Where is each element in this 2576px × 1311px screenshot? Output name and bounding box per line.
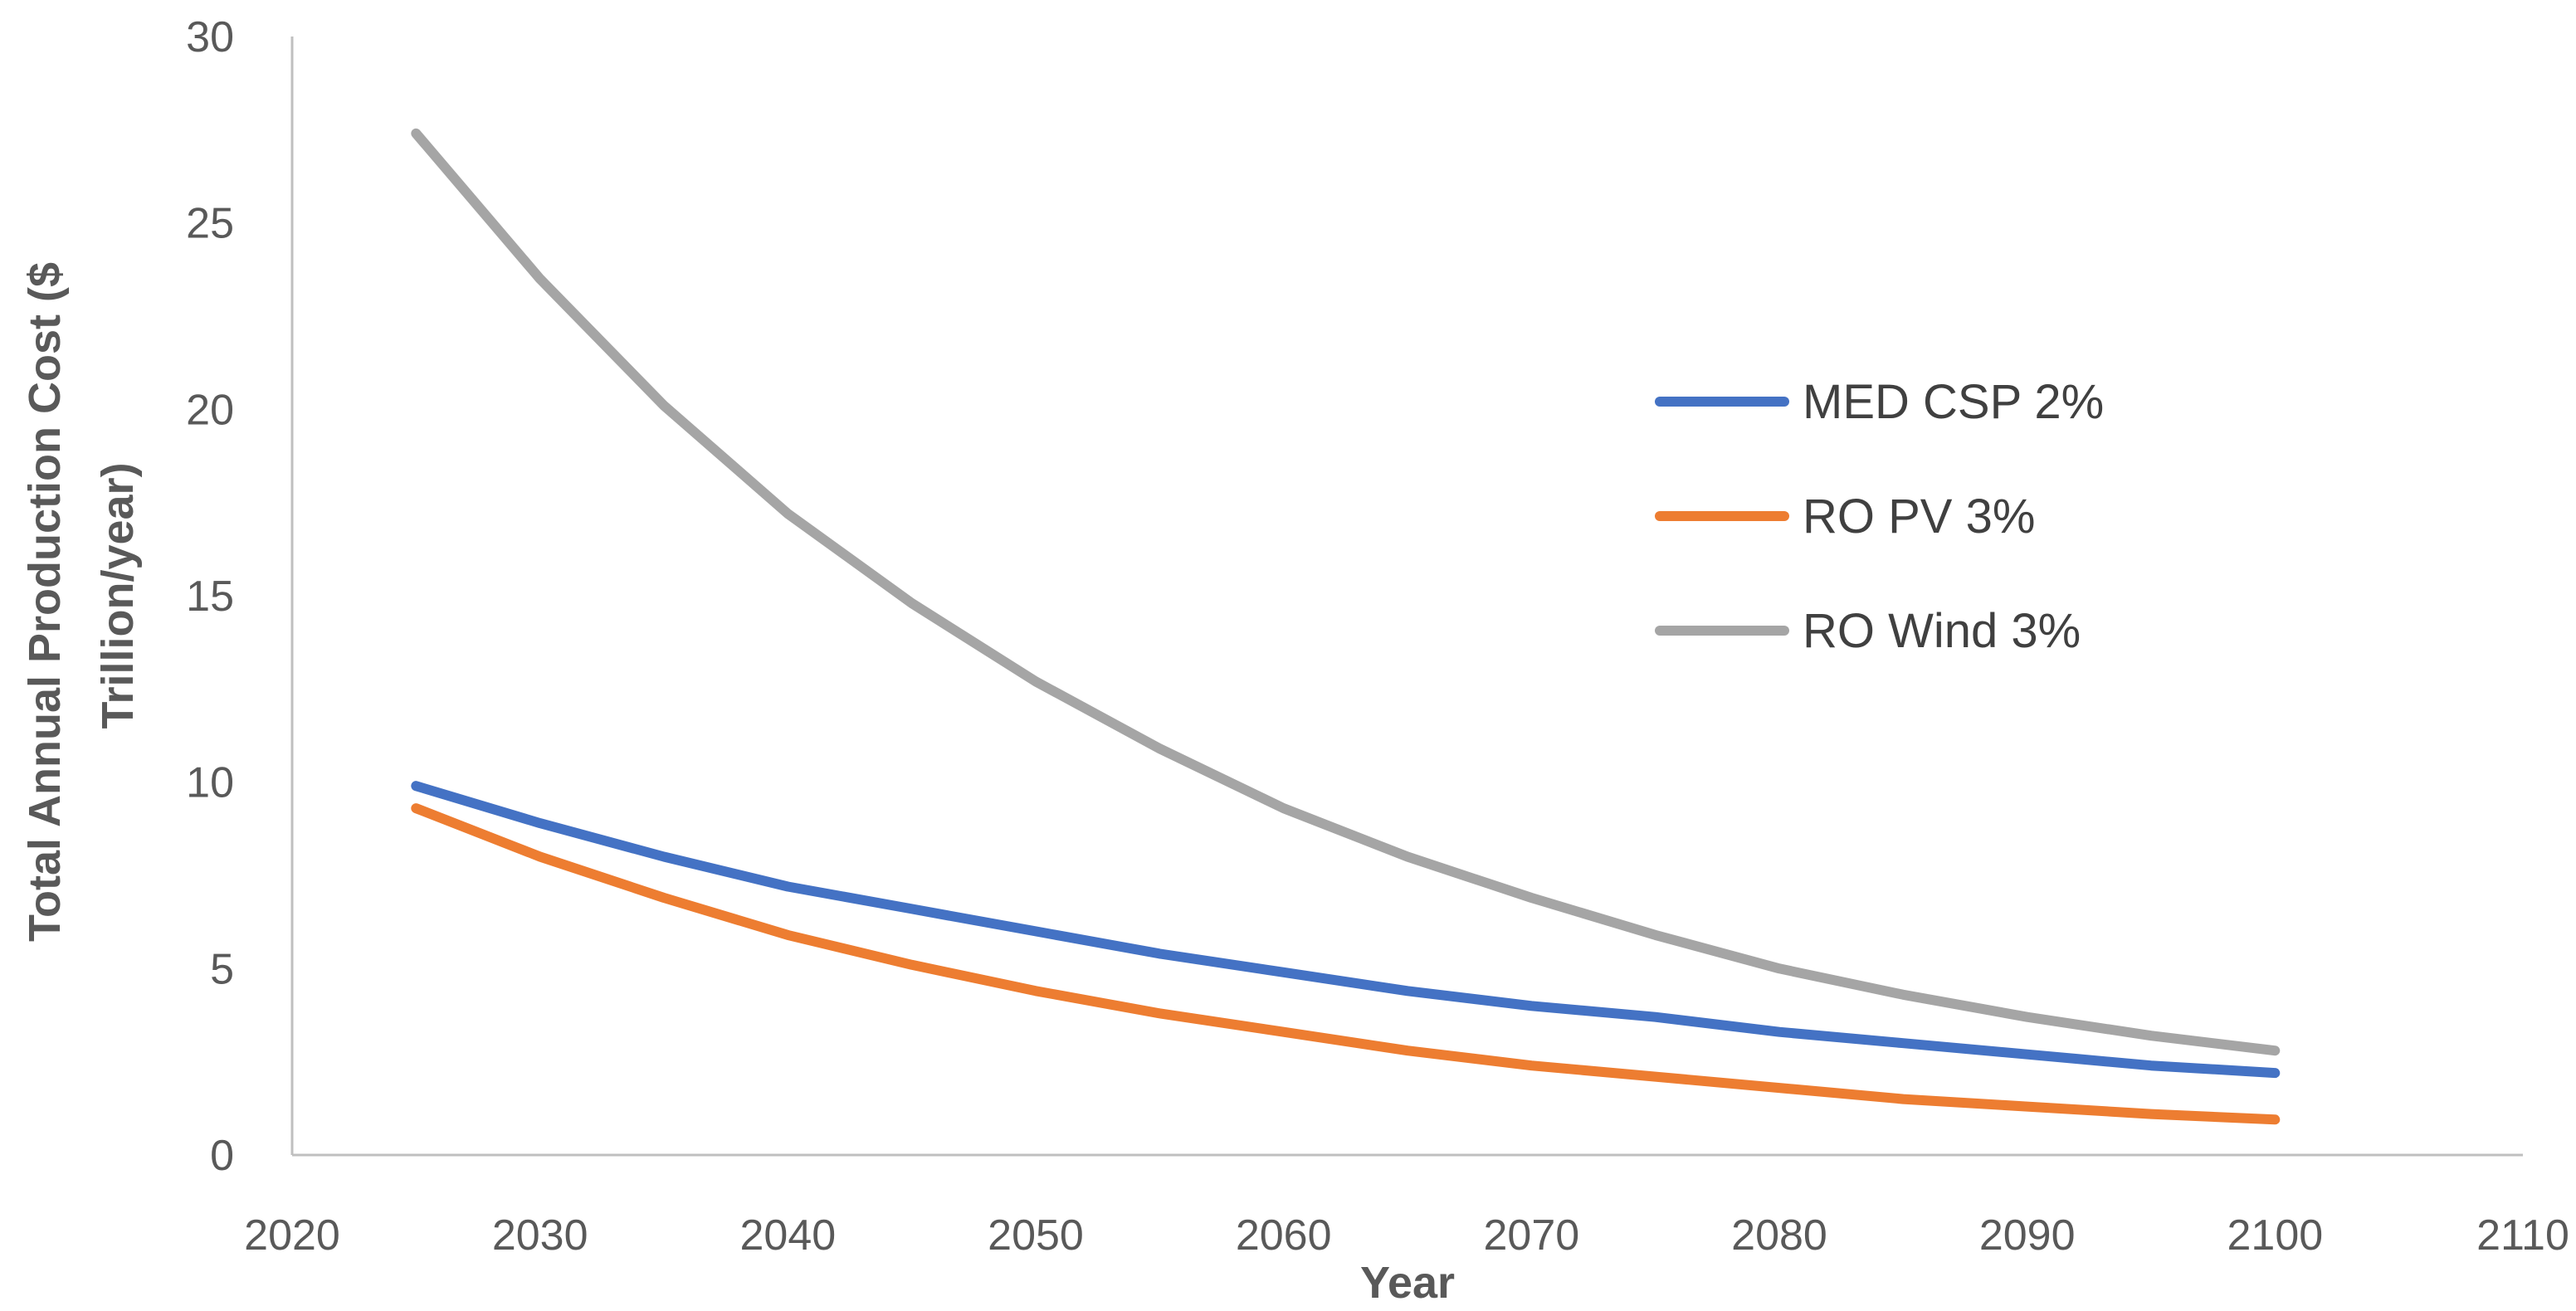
y-tick-labels: 0 5 10 15 20 25 30: [186, 13, 234, 1180]
y-axis-title-line-2: Trillion/year): [93, 462, 143, 729]
series-lines: [411, 128, 2281, 1125]
legend-label: MED CSP 2%: [1803, 375, 2104, 429]
x-tick-label: 2030: [492, 1211, 588, 1260]
legend-label: RO PV 3%: [1803, 490, 2035, 543]
legend: MED CSP 2% RO PV 3% RO Wind 3%: [1655, 375, 2104, 658]
y-axis-title-line-1: Total Annual Production Cost ($: [20, 262, 70, 942]
y-tick-label: 15: [186, 573, 234, 621]
x-tick-label: 2040: [739, 1211, 836, 1260]
legend-label: RO Wind 3%: [1803, 604, 2081, 658]
x-tick-label: 2080: [1731, 1211, 1827, 1260]
series-line-0: [411, 781, 2281, 1079]
y-axis-title: Total Annual Production Cost ($ Trillion…: [20, 250, 143, 942]
x-tick-labels: 2020 2030 2040 2050 2060 2070 2080 2090 2100 2110: [244, 1211, 2569, 1260]
y-tick-label: 5: [210, 945, 234, 993]
series-line-1: [411, 803, 2281, 1125]
x-tick-label: 2090: [1979, 1211, 2076, 1260]
x-tick-label: 2110: [2476, 1211, 2569, 1260]
y-tick-label: 25: [186, 200, 234, 248]
y-tick-label: 0: [210, 1132, 234, 1180]
x-axis-title: Year: [1360, 1258, 1455, 1308]
y-tick-label: 30: [186, 13, 234, 61]
x-tick-label: 2100: [2227, 1211, 2323, 1260]
x-tick-label: 2050: [988, 1211, 1084, 1260]
x-tick-label: 2060: [1236, 1211, 1332, 1260]
y-tick-label: 10: [186, 759, 234, 807]
y-tick-label: 20: [186, 386, 234, 434]
axes: [290, 37, 2523, 1157]
series-line-2: [411, 128, 2281, 1056]
x-tick-label: 2020: [244, 1211, 340, 1260]
x-tick-label: 2070: [1483, 1211, 1579, 1260]
